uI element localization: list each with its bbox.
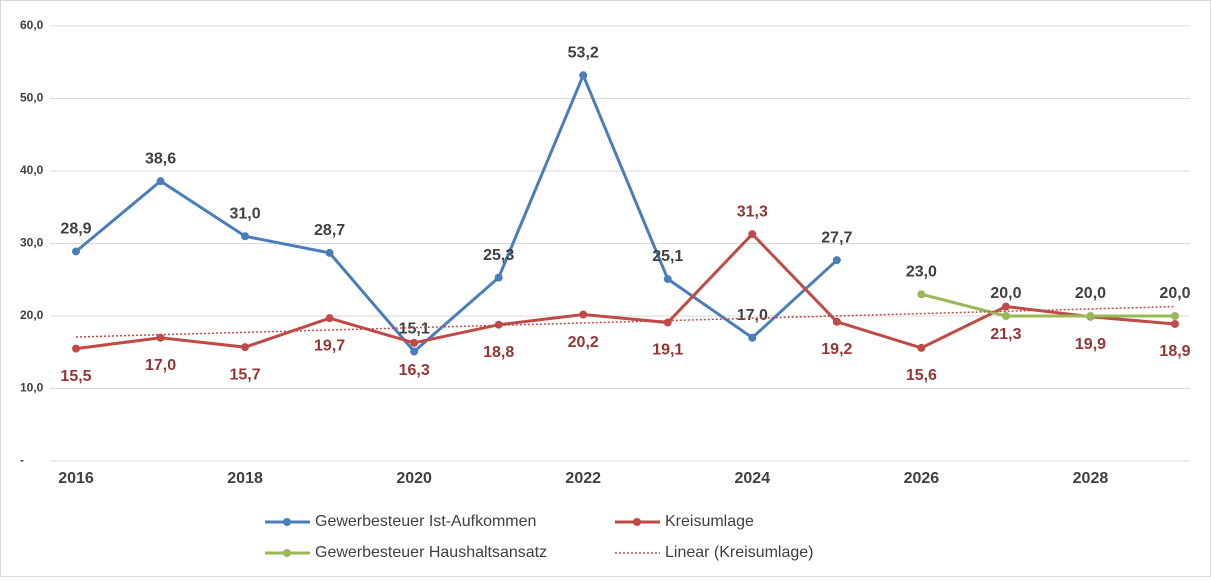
data-label: 18,8 bbox=[483, 344, 514, 361]
point bbox=[917, 290, 926, 299]
point bbox=[663, 275, 672, 284]
data-label: 15,7 bbox=[230, 366, 261, 383]
point bbox=[156, 177, 165, 186]
legend-label: Gewerbesteuer Ist-Aufkommen bbox=[315, 513, 536, 530]
data-label: 19,9 bbox=[1075, 336, 1106, 353]
data-label: 19,1 bbox=[652, 342, 683, 359]
data-label: 15,6 bbox=[906, 367, 937, 384]
point bbox=[579, 71, 588, 80]
x-tick-label: 2026 bbox=[904, 470, 940, 487]
series-line bbox=[75, 71, 838, 354]
data-label: 28,7 bbox=[314, 222, 345, 239]
data-label: 17,0 bbox=[145, 357, 176, 374]
point bbox=[832, 256, 841, 265]
y-tick-label: 10,0 bbox=[20, 381, 44, 395]
point bbox=[748, 333, 757, 342]
point bbox=[1171, 319, 1179, 328]
point bbox=[72, 247, 80, 256]
point bbox=[241, 343, 250, 352]
data-label: 19,7 bbox=[314, 337, 345, 354]
data-label: 38,6 bbox=[145, 150, 176, 167]
point bbox=[325, 248, 334, 257]
data-label: 15,1 bbox=[399, 321, 430, 338]
data-label: 18,9 bbox=[1159, 343, 1190, 360]
legend-label: Gewerbesteuer Haushaltsansatz bbox=[315, 544, 547, 561]
point bbox=[156, 333, 165, 342]
data-label: 31,0 bbox=[230, 205, 261, 222]
point bbox=[72, 344, 80, 353]
y-tick-label: 30,0 bbox=[20, 236, 44, 250]
data-label: 20,0 bbox=[990, 285, 1021, 302]
point bbox=[1001, 302, 1010, 311]
series-line bbox=[921, 292, 1175, 318]
point bbox=[494, 273, 503, 282]
point bbox=[241, 232, 250, 241]
x-tick-label: 2028 bbox=[1073, 470, 1109, 487]
data-label: 53,2 bbox=[568, 45, 599, 62]
point bbox=[494, 320, 503, 329]
data-label: 21,3 bbox=[990, 326, 1021, 343]
legend-marker bbox=[283, 518, 291, 526]
x-tick-label: 2024 bbox=[735, 470, 771, 487]
point bbox=[917, 343, 926, 352]
data-label: 20,0 bbox=[1075, 285, 1106, 302]
data-label: 27,7 bbox=[821, 229, 852, 246]
point bbox=[748, 230, 757, 239]
y-tick-label: - bbox=[20, 453, 24, 467]
y-tick-label: 20,0 bbox=[20, 308, 44, 322]
data-label: 16,3 bbox=[399, 362, 430, 379]
legend-marker bbox=[633, 518, 641, 526]
x-tick-label: 2022 bbox=[565, 470, 601, 487]
x-tick-label: 2020 bbox=[396, 470, 432, 487]
data-label: 20,2 bbox=[568, 334, 599, 351]
data-label: 28,9 bbox=[60, 221, 91, 238]
point bbox=[579, 310, 588, 319]
point bbox=[410, 338, 419, 347]
legend-label: Linear (Kreisumlage) bbox=[665, 544, 814, 561]
data-label: 31,3 bbox=[737, 203, 768, 220]
point bbox=[325, 314, 334, 323]
data-label: 25,3 bbox=[483, 247, 514, 264]
x-tick-label: 2016 bbox=[58, 470, 94, 487]
legend-marker bbox=[283, 549, 291, 557]
data-label: 15,5 bbox=[60, 368, 91, 385]
y-tick-label: 50,0 bbox=[20, 91, 44, 105]
trend-line bbox=[75, 305, 1176, 338]
y-tick-label: 40,0 bbox=[20, 163, 44, 177]
data-label: 19,2 bbox=[821, 341, 852, 358]
data-label: 17,0 bbox=[737, 307, 768, 324]
point bbox=[410, 347, 419, 356]
point bbox=[1086, 312, 1095, 320]
legend-label: Kreisumlage bbox=[665, 513, 754, 530]
y-tick-label: 60,0 bbox=[20, 18, 44, 32]
data-label: 20,0 bbox=[1159, 285, 1190, 302]
point bbox=[1171, 312, 1179, 320]
point bbox=[832, 317, 841, 326]
data-label: 25,1 bbox=[652, 248, 683, 265]
point bbox=[1001, 312, 1010, 320]
point bbox=[663, 318, 672, 327]
x-tick-label: 2018 bbox=[227, 470, 263, 487]
data-label: 23,0 bbox=[906, 263, 937, 280]
